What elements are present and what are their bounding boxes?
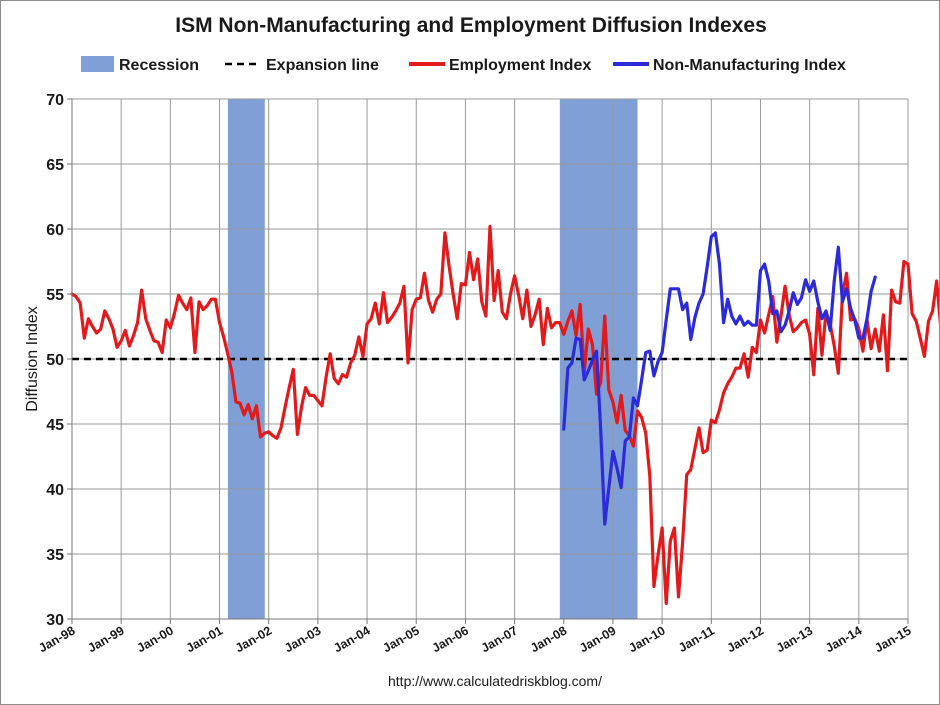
legend-label-expansion-line: Expansion line <box>266 57 379 74</box>
y-tick-label: 50 <box>46 352 64 369</box>
series-line-non-manufacturing-index <box>562 231 877 526</box>
y-tick-label: 35 <box>46 547 64 564</box>
x-tick-label: Jan-05 <box>380 623 421 655</box>
x-tick-label: Jan-10 <box>626 623 667 655</box>
x-tick-label: Jan-04 <box>331 623 372 655</box>
x-tick-label: Jan-03 <box>282 623 323 655</box>
x-tick-label: Jan-00 <box>135 623 176 655</box>
x-tick-label: Jan-15 <box>872 623 913 655</box>
y-tick-label: 65 <box>46 157 64 174</box>
y-tick-label: 70 <box>46 92 64 109</box>
y-tick-label: 30 <box>46 612 64 629</box>
legend-swatch-recession <box>81 56 114 72</box>
y-tick-label: 45 <box>46 417 64 434</box>
x-tick-label: Jan-11 <box>676 623 717 655</box>
x-tick-labels: Jan-98 Jan-99 Jan-00 Jan-01 Jan-02 Jan-03 Jan-… <box>36 623 913 655</box>
x-tick-label: Jan-06 <box>430 623 471 655</box>
x-tick-label: Jan-08 <box>528 623 569 655</box>
x-tick-label: Jan-99 <box>85 623 126 655</box>
y-axis-label: Diffusion Index <box>24 306 41 412</box>
series-line-employment-index <box>70 224 939 606</box>
y-tick-label: 55 <box>46 287 64 304</box>
legend-label-recession: Recession <box>119 57 199 74</box>
x-tick-label: Jan-09 <box>577 623 618 655</box>
legend-label-non-manufacturing-index: Non-Manufacturing Index <box>653 57 846 74</box>
x-tick-label: Jan-02 <box>233 623 274 655</box>
y-tick-labels: 30 35 40 45 50 55 60 65 70 <box>46 92 64 629</box>
axes <box>67 98 909 624</box>
x-tick-label: Jan-07 <box>479 623 520 655</box>
x-tick-label: Jan-01 <box>184 623 225 655</box>
legend: Recession Expansion line Employment Inde… <box>81 56 846 74</box>
x-tick-label: Jan-12 <box>725 623 766 655</box>
x-tick-label: Jan-14 <box>823 623 864 655</box>
chart-title: ISM Non-Manufacturing and Employment Dif… <box>175 14 767 37</box>
x-tick-label: Jan-13 <box>774 623 815 655</box>
legend-label-employment-index: Employment Index <box>449 57 591 74</box>
y-tick-label: 60 <box>46 222 64 239</box>
source-url: http://www.calculatedriskblog.com/ <box>388 673 602 689</box>
series-lines <box>70 224 939 606</box>
y-tick-label: 40 <box>46 482 64 499</box>
